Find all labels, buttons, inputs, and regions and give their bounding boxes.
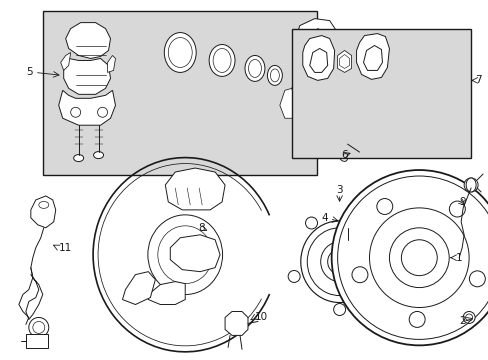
Ellipse shape: [74, 154, 83, 162]
Circle shape: [333, 303, 345, 315]
Ellipse shape: [213, 49, 230, 72]
Polygon shape: [363, 45, 382, 71]
Polygon shape: [291, 71, 344, 105]
Text: 7: 7: [474, 75, 481, 85]
Bar: [42, 11, 316, 175]
Ellipse shape: [244, 55, 264, 81]
Text: 1: 1: [455, 253, 462, 263]
Circle shape: [401, 240, 436, 276]
Ellipse shape: [270, 69, 279, 82]
Polygon shape: [303, 28, 331, 62]
Polygon shape: [337, 88, 355, 118]
Polygon shape: [31, 196, 56, 228]
Polygon shape: [309, 49, 327, 72]
Text: 11: 11: [59, 243, 72, 253]
Circle shape: [71, 107, 81, 117]
Circle shape: [465, 314, 471, 321]
Polygon shape: [342, 210, 352, 228]
Ellipse shape: [93, 152, 103, 159]
Circle shape: [305, 217, 317, 229]
Text: 2: 2: [458, 316, 465, 327]
Polygon shape: [107, 55, 115, 72]
Circle shape: [331, 170, 488, 345]
Circle shape: [462, 311, 474, 323]
Polygon shape: [59, 90, 115, 125]
Polygon shape: [148, 282, 185, 305]
Circle shape: [378, 270, 390, 283]
Polygon shape: [122, 272, 155, 305]
Bar: [291, 28, 470, 158]
Polygon shape: [339, 54, 349, 68]
Text: 6: 6: [341, 150, 347, 160]
Polygon shape: [279, 88, 297, 118]
Ellipse shape: [209, 45, 235, 76]
Circle shape: [98, 107, 107, 117]
Circle shape: [361, 217, 373, 229]
Text: 3: 3: [336, 185, 342, 195]
Ellipse shape: [248, 59, 261, 77]
Circle shape: [463, 178, 477, 192]
Bar: [26, 334, 48, 348]
Circle shape: [287, 270, 300, 283]
Polygon shape: [170, 235, 220, 272]
Text: 8: 8: [198, 223, 204, 233]
Text: 5: 5: [26, 67, 33, 77]
Text: 9: 9: [458, 197, 465, 207]
Ellipse shape: [39, 201, 49, 208]
Ellipse shape: [339, 155, 346, 161]
Text: 4: 4: [321, 213, 327, 223]
Polygon shape: [61, 53, 71, 71]
Polygon shape: [63, 58, 110, 94]
Ellipse shape: [164, 32, 196, 72]
Polygon shape: [224, 311, 247, 336]
Ellipse shape: [465, 178, 475, 192]
Ellipse shape: [348, 144, 359, 153]
Ellipse shape: [267, 66, 282, 85]
Polygon shape: [302, 36, 334, 80]
Ellipse shape: [168, 37, 192, 67]
Polygon shape: [165, 168, 224, 210]
Text: 10: 10: [254, 312, 267, 323]
Polygon shape: [296, 19, 339, 72]
Polygon shape: [65, 23, 110, 58]
Polygon shape: [337, 50, 351, 72]
Polygon shape: [356, 33, 388, 80]
